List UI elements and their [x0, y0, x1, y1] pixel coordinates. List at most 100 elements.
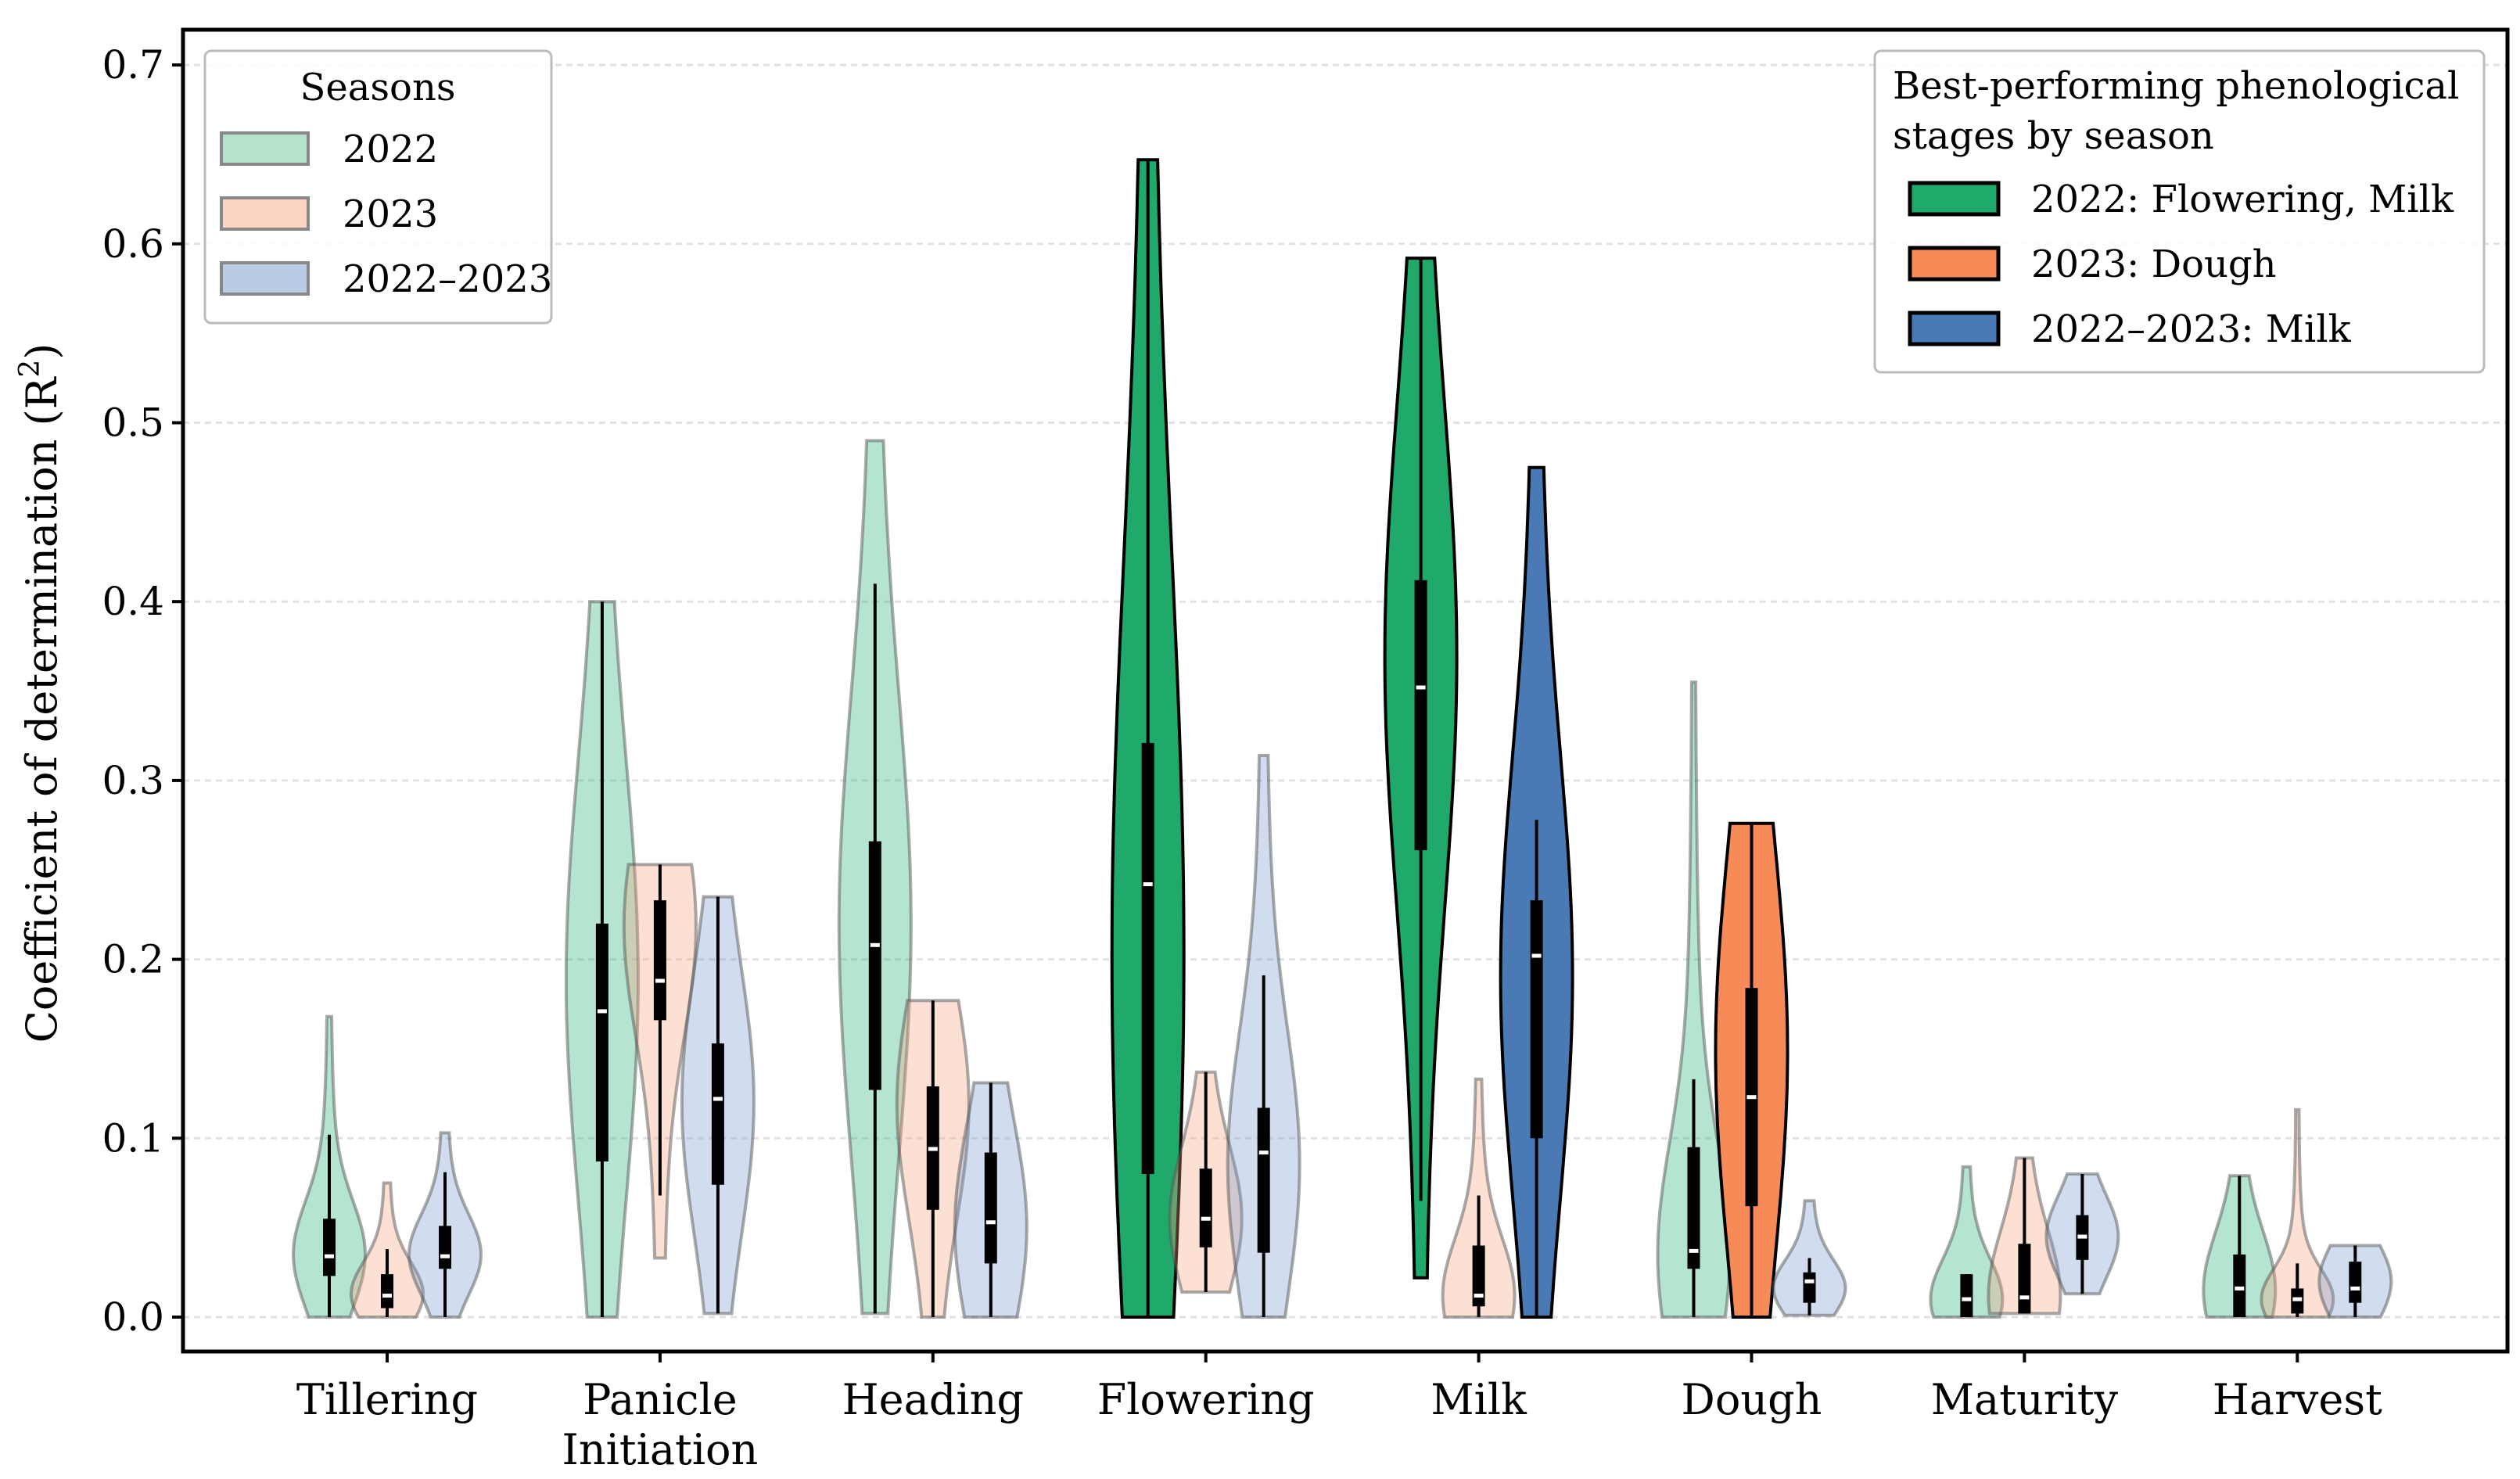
median-marker: [928, 1147, 938, 1151]
iqr-box: [711, 1043, 724, 1185]
violin-2023-7: [2260, 1107, 2335, 1319]
iqr-box: [1803, 1272, 1816, 1303]
x-tick-label: Panicle: [583, 1375, 738, 1424]
violin-2023-1: [622, 863, 698, 1260]
violin-2023-4: [1441, 1077, 1517, 1319]
legend-swatch: [220, 131, 310, 166]
legend-best-stages: Best-performing phenological stages by s…: [1873, 49, 2486, 374]
legend-swatch: [220, 261, 310, 296]
violin-2022-2023-1: [680, 895, 756, 1316]
y-tick-label: 0.1: [102, 1115, 164, 1161]
violin-2022-2023-0: [407, 1131, 483, 1319]
y-tick-label: 0.7: [102, 42, 164, 88]
median-marker: [1962, 1297, 1972, 1301]
median-marker: [382, 1294, 392, 1298]
iqr-box: [2018, 1244, 2031, 1314]
violin-2023-5: [1714, 821, 1789, 1319]
y-tick-label: 0.3: [102, 758, 164, 803]
median-marker: [1531, 953, 1542, 958]
median-marker: [870, 942, 880, 947]
x-tick-label: Milk: [1431, 1375, 1527, 1424]
iqr-box: [2233, 1254, 2246, 1317]
iqr-box: [1257, 1107, 1270, 1253]
median-marker: [440, 1254, 450, 1258]
violin-2023-6: [1987, 1156, 2062, 1316]
median-marker: [2292, 1297, 2303, 1301]
x-tick-label: Heading: [842, 1375, 1024, 1424]
iqr-box: [1141, 742, 1154, 1175]
iqr-box: [595, 923, 608, 1162]
violin-2023-0: [349, 1181, 425, 1319]
iqr-box: [2349, 1262, 2362, 1303]
violin-2022-2023-6: [2044, 1172, 2120, 1296]
violin-2023-2: [895, 999, 971, 1319]
iqr-box: [1414, 580, 1427, 851]
legend-swatch: [1908, 181, 2001, 217]
grid-lines: [183, 63, 2507, 1319]
iqr-box: [1960, 1274, 1973, 1317]
median-marker: [713, 1097, 723, 1101]
violin-2022-1: [564, 600, 640, 1319]
iqr-box: [1687, 1147, 1700, 1269]
violin-body: [1656, 680, 1732, 1319]
y-axis-ticks: 0.0 0.1 0.2 0.3 0.4 0.5 0.6 0.7: [102, 42, 183, 1340]
median-marker: [1258, 1151, 1269, 1155]
median-marker: [1689, 1248, 1699, 1253]
x-tick-label: Harvest: [2213, 1375, 2382, 1424]
violin-2022-5: [1656, 680, 1732, 1319]
median-marker: [2235, 1286, 2245, 1291]
y-tick-label: 0.2: [102, 937, 164, 982]
iqr-box: [381, 1274, 393, 1308]
iqr-box: [984, 1152, 997, 1264]
median-marker: [1804, 1279, 1815, 1283]
x-tick-label: Maturity: [1931, 1375, 2119, 1424]
violin-2022-2023-5: [1772, 1199, 1847, 1317]
violin-body: [2260, 1107, 2335, 1319]
violin-body: [1772, 1199, 1847, 1317]
median-marker: [2077, 1234, 2087, 1239]
legend-title-line2: stages by season: [1893, 114, 2214, 158]
violin-2022-6: [1929, 1165, 2005, 1319]
median-marker: [1474, 1294, 1484, 1298]
median-marker: [2019, 1295, 2030, 1300]
plot-frame: [181, 27, 2510, 1354]
violin-2022-0: [291, 1014, 368, 1319]
violin-2022-2023-2: [953, 1081, 1028, 1319]
x-tick-label: Tillering: [296, 1375, 478, 1424]
median-marker: [325, 1254, 334, 1258]
y-tick-label: 0.5: [102, 400, 164, 446]
y-tick-label: 0.4: [102, 579, 164, 624]
legend-label: 2022: Flowering, Milk: [2031, 178, 2454, 221]
iqr-box: [1472, 1245, 1485, 1307]
legend-label: 2022–2023: Milk: [2031, 307, 2352, 351]
x-tick-label: Flowering: [1097, 1375, 1315, 1424]
y-tick-label: 0.6: [102, 221, 164, 267]
legend-title-line1: Best-performing phenological: [1893, 64, 2459, 108]
violin-body: [1929, 1165, 2005, 1319]
violin-2022-3: [1110, 158, 1186, 1319]
iqr-box: [653, 900, 666, 1021]
median-marker: [1416, 685, 1426, 690]
legend-label: 2022–2023: [343, 257, 552, 301]
legend-swatch: [220, 196, 310, 231]
iqr-box: [439, 1226, 451, 1269]
x-tick-label: Dough: [1682, 1375, 1822, 1424]
median-marker: [1143, 882, 1153, 887]
violin-2022-4: [1383, 257, 1459, 1280]
median-marker: [1746, 1095, 1757, 1100]
legend-title: Seasons: [300, 66, 456, 109]
legend-label: 2023: Dough: [2031, 242, 2277, 286]
y-axis-label: Coefficient of determination (R2): [14, 343, 66, 1043]
iqr-box: [323, 1219, 336, 1276]
violin-2022-2023-3: [1226, 753, 1301, 1319]
y-tick-label: 0.0: [102, 1294, 164, 1340]
x-tick-label: Initiation: [562, 1425, 758, 1474]
legend-swatch: [1908, 311, 2001, 346]
median-marker: [655, 978, 665, 983]
legend-swatch: [1908, 246, 2001, 282]
median-marker: [1201, 1216, 1211, 1221]
legend-label: 2023: [343, 192, 438, 236]
violin-plots: [291, 158, 2393, 1319]
